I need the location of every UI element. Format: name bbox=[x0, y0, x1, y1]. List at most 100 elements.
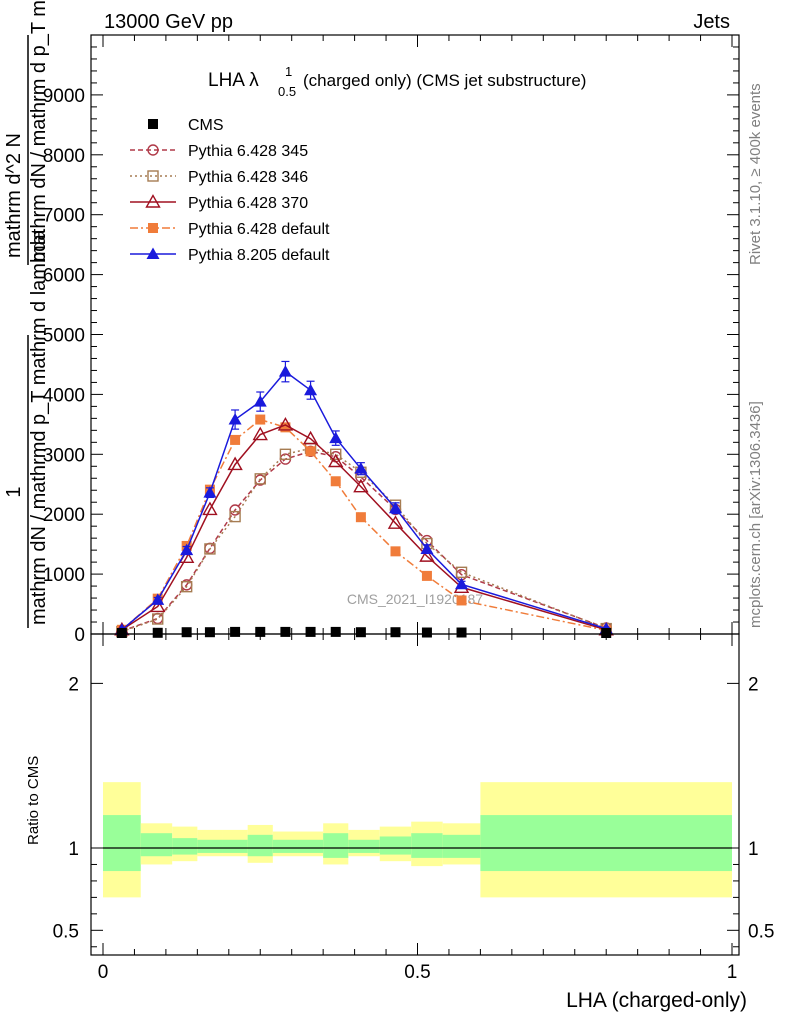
ratio-inner-band bbox=[272, 839, 298, 853]
legend-marker bbox=[147, 170, 159, 182]
data-point bbox=[280, 626, 291, 637]
ratio-y-tick-label-right: 1 bbox=[748, 839, 759, 860]
legend-label: Pythia 6.428 default bbox=[188, 221, 330, 238]
data-point bbox=[305, 626, 316, 637]
title-subscript: 0.5 bbox=[278, 84, 296, 99]
data-point bbox=[420, 542, 434, 554]
data-point bbox=[152, 627, 163, 638]
main-y-tick-label: 8000 bbox=[43, 146, 85, 167]
series-cms bbox=[116, 626, 612, 638]
legend: CMS Pythia 6.428 345 Pythia 6.428 346 Pythi… bbox=[130, 117, 330, 264]
legend-marker bbox=[146, 247, 160, 259]
ylabel-main-bottom: mathrm dN / mathrm d p_T mathrm d lambda bbox=[28, 0, 50, 262]
ratio-inner-band bbox=[222, 839, 248, 853]
ratio-y-tick-label: 1 bbox=[68, 839, 79, 860]
data-point bbox=[180, 543, 194, 556]
data-point bbox=[229, 510, 241, 523]
data-point bbox=[230, 626, 241, 637]
data-point bbox=[150, 598, 166, 613]
data-point bbox=[355, 627, 366, 638]
main-y-tick-label: 6000 bbox=[43, 266, 85, 287]
data-point bbox=[419, 548, 435, 562]
series-line bbox=[121, 370, 607, 631]
legend-label: Pythia 6.428 345 bbox=[188, 143, 308, 160]
ratio-y-tick-label-right: 2 bbox=[748, 674, 759, 695]
ratio-y-tick-label: 2 bbox=[68, 674, 79, 695]
data-point bbox=[278, 365, 292, 377]
ratio-inner-band bbox=[172, 838, 198, 855]
data-point bbox=[277, 417, 294, 431]
data-point bbox=[304, 383, 318, 396]
data-point bbox=[255, 414, 266, 425]
series-line bbox=[121, 424, 607, 631]
ratio-inner-band bbox=[323, 833, 349, 858]
data-point bbox=[330, 476, 341, 487]
main-y-tick-label: 1000 bbox=[43, 565, 85, 586]
ratio-inner-band bbox=[379, 836, 412, 855]
legend-item: Pythia 6.428 345 bbox=[130, 143, 308, 160]
data-point bbox=[455, 577, 469, 590]
legend-marker bbox=[148, 223, 158, 233]
ratio-inner-band bbox=[197, 839, 223, 853]
ratio-inner-band bbox=[247, 834, 273, 857]
ratio-y-tick-label-right: 0.5 bbox=[748, 921, 774, 942]
main-ylabel: 1 mathrm dN / mathrmd p_T mathrm d lambd… bbox=[3, 0, 50, 628]
data-point bbox=[227, 456, 243, 471]
data-point bbox=[116, 628, 127, 638]
ylabel-fraction-numerator: 1 bbox=[3, 486, 25, 497]
legend-item: CMS bbox=[148, 117, 224, 134]
main-plot-panel: CMS_2021_I1920187 0 1000 2000 3000 4000 5000 6… bbox=[43, 34, 740, 646]
data-point bbox=[252, 426, 268, 441]
legend-item: Pythia 6.428 346 bbox=[130, 169, 308, 186]
data-point bbox=[280, 422, 291, 433]
series-line bbox=[121, 418, 607, 632]
data-point bbox=[390, 546, 401, 557]
ratio-inner-band bbox=[297, 839, 324, 853]
ratio-inner-band bbox=[140, 833, 173, 857]
legend-item: Pythia 6.428 370 bbox=[130, 194, 308, 212]
data-point bbox=[421, 627, 432, 638]
data-point bbox=[254, 473, 266, 485]
ratio-ylabel: Ratio to CMS bbox=[25, 756, 42, 845]
main-y-tick-label: 9000 bbox=[43, 86, 85, 107]
data-point bbox=[354, 462, 368, 474]
legend-marker bbox=[145, 194, 161, 208]
data-point bbox=[421, 570, 432, 581]
data-point bbox=[328, 453, 344, 468]
main-y-tick-label: 7000 bbox=[43, 206, 85, 227]
data-point bbox=[330, 448, 342, 460]
legend-label: Pythia 6.428 370 bbox=[188, 195, 308, 212]
ratio-inner-band bbox=[103, 815, 141, 872]
ratio-y-tick-label: 0.5 bbox=[53, 921, 79, 942]
data-point bbox=[202, 501, 218, 516]
x-tick-label: 1 bbox=[727, 962, 738, 983]
ratio-plot-panel: 0 0.5 1 0.5 0.5 1 1 2 2 bbox=[53, 633, 774, 983]
data-point bbox=[151, 593, 165, 605]
main-y-tick-label: 5000 bbox=[43, 326, 85, 347]
data-point bbox=[329, 431, 343, 444]
x-tick-label: 0.5 bbox=[404, 962, 430, 983]
data-point bbox=[204, 543, 216, 555]
data-point bbox=[230, 434, 241, 445]
ylabel-fraction-denominator: mathrm dN / mathrmd p_T mathrm d lambda bbox=[28, 229, 50, 625]
main-y-tick-label: 3000 bbox=[43, 445, 85, 466]
data-point bbox=[152, 613, 164, 625]
series-line bbox=[121, 447, 607, 633]
data-point bbox=[279, 448, 292, 460]
data-point bbox=[355, 512, 366, 523]
data-point bbox=[229, 504, 241, 516]
legend-item: Pythia 6.428 default bbox=[130, 221, 330, 238]
legend-item: Pythia 8.205 default bbox=[130, 247, 330, 264]
title-superscript: 1 bbox=[285, 64, 292, 79]
main-y-tick-label: 2000 bbox=[43, 505, 85, 526]
data-point bbox=[253, 395, 267, 407]
legend-label: Pythia 8.205 default bbox=[188, 247, 330, 264]
data-point bbox=[387, 515, 404, 529]
legend-label: CMS bbox=[188, 117, 224, 134]
title-rest: (charged only) (CMS jet substructure) bbox=[303, 71, 586, 90]
data-point bbox=[330, 626, 341, 637]
legend-marker bbox=[147, 144, 159, 156]
watermark-label: CMS_2021_I1920187 bbox=[347, 591, 483, 607]
data-point bbox=[152, 612, 164, 625]
